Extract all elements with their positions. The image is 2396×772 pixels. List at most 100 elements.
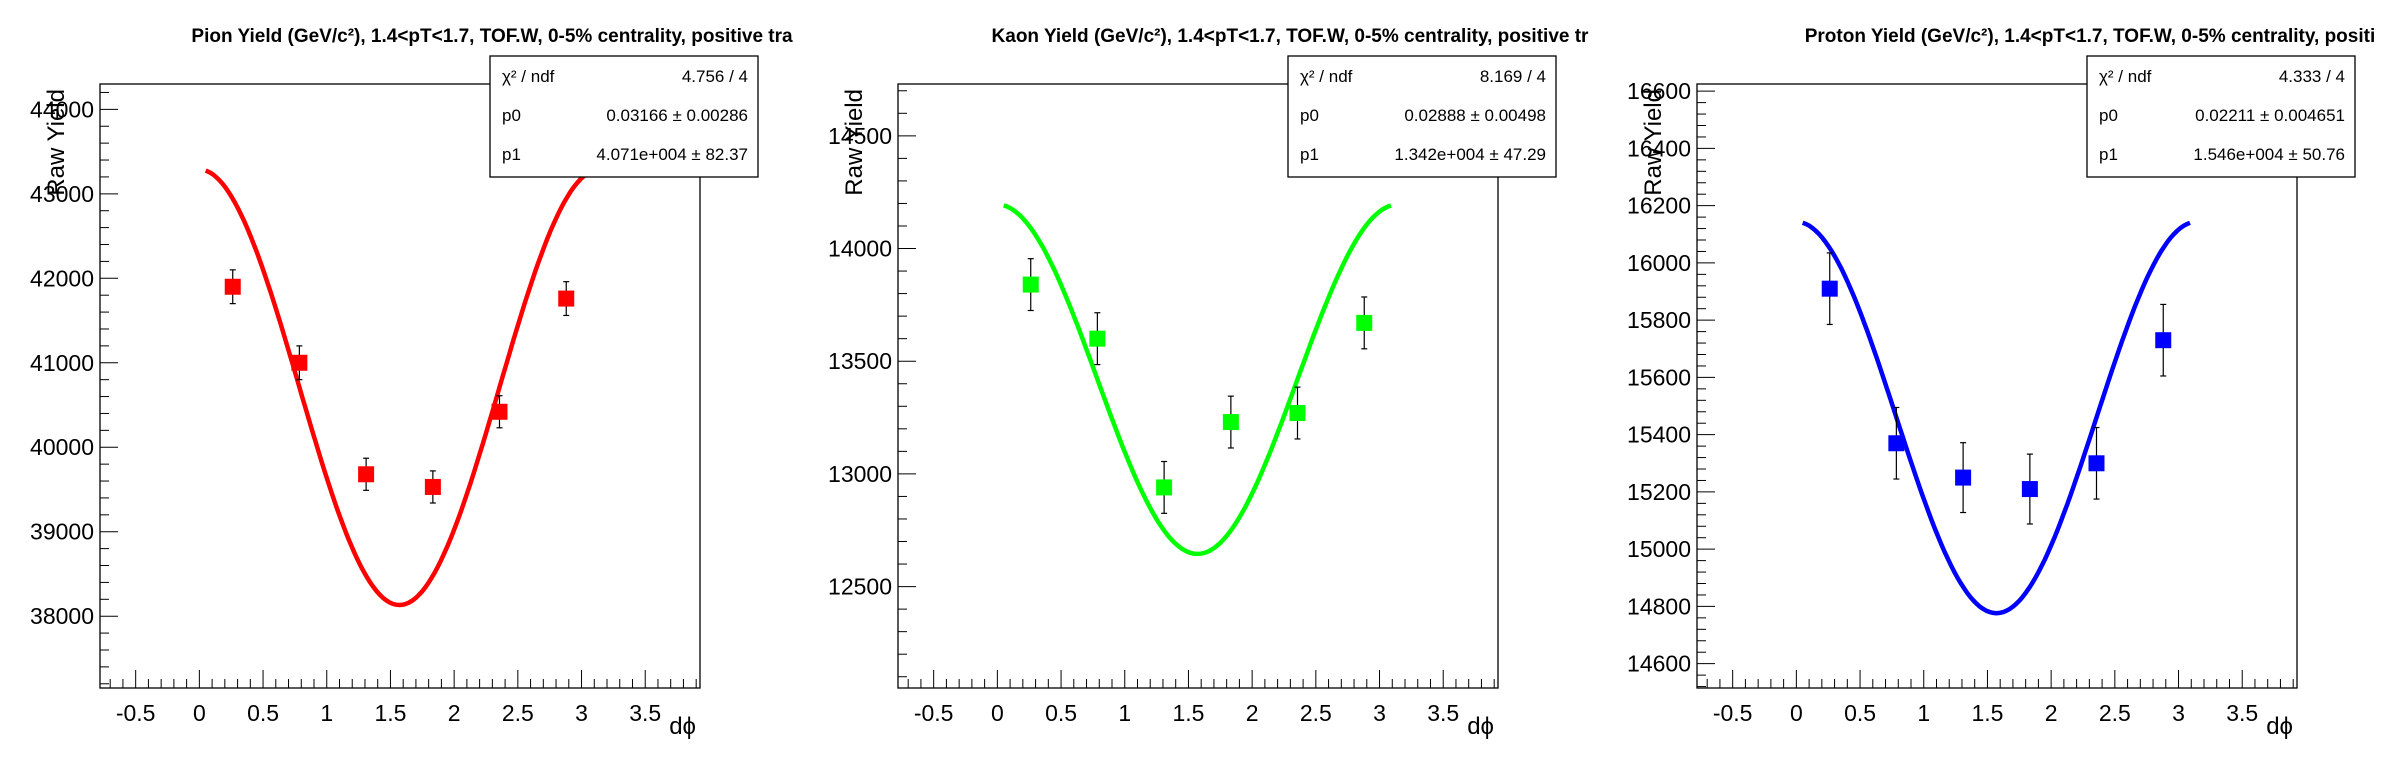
y-tick-label: 13500 [828, 348, 892, 374]
x-tick-label: 0 [1790, 700, 1803, 726]
stats-value: 0.03166 ± 0.00286 [606, 106, 748, 125]
x-tick-label: 3.5 [1427, 700, 1459, 726]
x-tick-label: 1 [1118, 700, 1131, 726]
stats-value: 1.546e+004 ± 50.76 [2193, 145, 2345, 164]
y-tick-label: 39000 [30, 519, 94, 545]
x-tick-label: 1 [320, 700, 333, 726]
stats-box-frame [2086, 55, 2356, 178]
data-point [2155, 332, 2172, 349]
plot-frame [897, 83, 1499, 689]
y-tick-label: 16200 [1627, 193, 1691, 219]
plot-frame [1696, 83, 2298, 689]
x-tick-label: -0.5 [1713, 700, 1753, 726]
stats-label: χ² / ndf [502, 67, 555, 86]
x-tick-label: 0.5 [247, 700, 279, 726]
y-tick-label: 44000 [30, 96, 94, 122]
x-axis-label: dϕ [2266, 713, 2293, 740]
data-point [1888, 435, 1905, 452]
x-axis-label: dϕ [1467, 713, 1494, 740]
x-axis-label: dϕ [669, 713, 696, 740]
x-tick-label: 3 [1373, 700, 1386, 726]
x-tick-label: -0.5 [116, 700, 156, 726]
y-tick-label: 15800 [1627, 307, 1691, 333]
stats-label: p0 [1300, 106, 1319, 125]
stats-label: p0 [502, 106, 521, 125]
chart-title: Kaon Yield (GeV/c²), 1.4<pT<1.7, TOF.W, … [992, 26, 1590, 47]
y-tick-label: 16600 [1627, 78, 1691, 104]
stats-value: 8.169 / 4 [1480, 67, 1546, 86]
x-tick-label: 1.5 [1971, 700, 2003, 726]
stats-value: 0.02888 ± 0.00498 [1404, 106, 1546, 125]
y-tick-label: 14600 [1627, 651, 1691, 677]
data-point [2088, 455, 2105, 472]
y-tick-label: 43000 [30, 181, 94, 207]
x-tick-label: 0 [193, 700, 206, 726]
data-point [1821, 280, 1838, 297]
stats-value: 4.756 / 4 [682, 67, 748, 86]
x-tick-label: 2.5 [2099, 700, 2131, 726]
y-tick-label: 13000 [828, 461, 892, 487]
data-point [424, 478, 441, 495]
data-point [291, 354, 308, 371]
y-tick-label: 15600 [1627, 364, 1691, 390]
stats-label: p1 [502, 145, 521, 164]
x-tick-label: 1.5 [1172, 700, 1204, 726]
data-point [358, 466, 375, 483]
y-tick-label: 41000 [30, 350, 94, 376]
stats-box: χ² / ndf 8.169 / 4 p0 0.02888 ± 0.00498 p1 1.… [1287, 55, 1557, 178]
data-point [1955, 469, 1972, 486]
stats-value: 4.333 / 4 [2279, 67, 2345, 86]
y-tick-label: 42000 [30, 265, 94, 291]
panel-0: Pion Yield (GeV/c²), 1.4<pT<1.7, TOF.W, … [30, 26, 793, 740]
data-point [1156, 479, 1173, 496]
stats-box-frame [1287, 55, 1557, 178]
data-point [1356, 314, 1373, 331]
stats-box: χ² / ndf 4.756 / 4 p0 0.03166 ± 0.00286 p1 4.… [489, 55, 759, 178]
x-tick-label: 1 [1917, 700, 1930, 726]
y-tick-label: 12500 [828, 574, 892, 600]
y-tick-label: 15200 [1627, 479, 1691, 505]
chart-title: Pion Yield (GeV/c²), 1.4<pT<1.7, TOF.W, … [191, 26, 793, 47]
data-point [1022, 276, 1039, 293]
fit-curve [204, 168, 594, 608]
fit-curve [1801, 220, 2191, 616]
x-tick-label: 3 [2172, 700, 2185, 726]
y-tick-label: 40000 [30, 434, 94, 460]
panel-1: Kaon Yield (GeV/c²), 1.4<pT<1.7, TOF.W, … [828, 26, 1589, 740]
x-tick-label: 3.5 [629, 700, 661, 726]
stats-label: p1 [1300, 145, 1319, 164]
x-tick-label: 2 [2045, 700, 2058, 726]
stats-value: 4.071e+004 ± 82.37 [596, 145, 748, 164]
data-point [558, 290, 575, 307]
x-tick-label: 2 [1246, 700, 1259, 726]
stats-label: p0 [2099, 106, 2118, 125]
data-point [2021, 481, 2038, 498]
y-tick-label: 15000 [1627, 536, 1691, 562]
data-point [1089, 330, 1106, 347]
y-tick-label: 16000 [1627, 250, 1691, 276]
x-tick-label: 2.5 [1300, 700, 1332, 726]
y-axis-label: Raw Yield [841, 89, 868, 196]
x-tick-label: 0 [991, 700, 1004, 726]
y-tick-label: 14500 [828, 123, 892, 149]
y-tick-label: 38000 [30, 603, 94, 629]
data-point [1289, 405, 1306, 422]
stats-box: χ² / ndf 4.333 / 4 p0 0.02211 ± 0.004651 p1 1… [2086, 55, 2356, 178]
y-axis-label: Raw Yield [1640, 89, 1667, 196]
chart-title: Proton Yield (GeV/c²), 1.4<pT<1.7, TOF.W… [1805, 26, 2376, 47]
y-tick-label: 16400 [1627, 135, 1691, 161]
stats-label: χ² / ndf [1300, 67, 1353, 86]
panel-2: Proton Yield (GeV/c²), 1.4<pT<1.7, TOF.W… [1627, 26, 2375, 740]
x-tick-label: 0.5 [1844, 700, 1876, 726]
x-tick-label: 2.5 [502, 700, 534, 726]
stats-label: χ² / ndf [2099, 67, 2152, 86]
x-tick-label: 3 [575, 700, 588, 726]
stats-box-frame [489, 55, 759, 178]
data-point [224, 278, 241, 295]
x-tick-label: 1.5 [374, 700, 406, 726]
x-tick-label: 2 [448, 700, 461, 726]
y-tick-label: 15400 [1627, 422, 1691, 448]
y-tick-label: 14800 [1627, 593, 1691, 619]
y-axis-label: Raw Yield [43, 89, 70, 196]
x-tick-label: 0.5 [1045, 700, 1077, 726]
